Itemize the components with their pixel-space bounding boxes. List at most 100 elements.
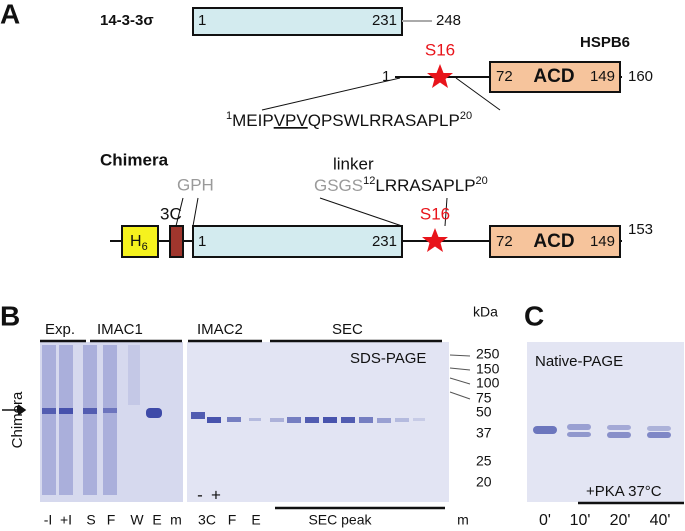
protease-label: 3C	[160, 204, 182, 223]
site-label: S16	[425, 40, 455, 59]
panel-label: B	[0, 300, 20, 331]
site-label: S16	[420, 204, 450, 223]
band	[103, 408, 117, 413]
lane-label: F	[228, 512, 237, 528]
marker-label: 50	[476, 404, 492, 420]
smear	[42, 345, 140, 495]
superscript: 20	[476, 175, 488, 187]
lane-label: F	[107, 512, 116, 528]
residue: 149	[590, 68, 615, 85]
lane-label: S	[86, 512, 95, 528]
marker-tick	[449, 391, 471, 400]
band	[305, 417, 319, 423]
marker-label: 75	[476, 390, 492, 406]
group-label: Exp.	[45, 321, 75, 338]
band	[270, 418, 284, 422]
gel-label: SDS-PAGE	[350, 350, 426, 367]
unit-label: kDa	[473, 304, 498, 320]
lane-label: SEC peak	[308, 512, 372, 528]
lane-smear	[59, 345, 73, 495]
lane-label: m	[457, 512, 469, 528]
protein-name: HSPB6	[580, 34, 630, 51]
marker-tick	[449, 354, 471, 357]
band	[395, 418, 409, 422]
band	[377, 418, 391, 423]
sequence-part: QPSWLRRASAPLP	[308, 111, 460, 130]
lane-label: 10'	[570, 512, 591, 529]
lane-label: 40'	[650, 512, 671, 529]
band	[359, 417, 373, 423]
protein-name: Chimera	[100, 150, 169, 169]
gel-label: Native-PAGE	[535, 353, 623, 370]
acd-box	[489, 225, 621, 258]
lane-smear	[103, 345, 117, 495]
sequence: 1MEIPVPVQPSWLRRASAPLP20	[226, 110, 472, 131]
marker-label: 100	[476, 375, 500, 391]
sequence-motif: VPV	[274, 111, 309, 130]
lane-smear	[128, 345, 140, 405]
band	[249, 418, 261, 421]
panel-label: C	[524, 300, 544, 331]
subscript: 6	[142, 241, 148, 253]
sequence-part: LRRASAPLP	[375, 176, 475, 195]
marker-label: 150	[476, 361, 500, 377]
residue: 1	[198, 233, 206, 250]
residue: 231	[372, 233, 397, 250]
superscript: 12	[363, 175, 375, 187]
group-label: SEC	[332, 321, 363, 338]
marker-label: 25	[476, 453, 492, 469]
band	[607, 425, 631, 430]
lane-label: W	[130, 512, 144, 528]
his-tag: H6	[130, 233, 148, 253]
lane-label: m	[170, 512, 182, 528]
bands	[42, 408, 671, 438]
band	[227, 417, 241, 422]
band	[607, 432, 631, 438]
residue: 72	[496, 233, 513, 250]
acd-box	[489, 61, 621, 93]
sequence-part: MEIP	[232, 111, 274, 130]
marker-tick	[449, 377, 471, 385]
lane-label: 0'	[539, 512, 551, 529]
lane-label: +I	[60, 512, 72, 528]
zoom-line	[455, 77, 501, 111]
residue: 1	[382, 68, 390, 85]
band-label: Chimera	[9, 391, 26, 448]
lane-label: 3C	[198, 512, 216, 528]
marker-label: 37	[476, 425, 492, 441]
lane-label: E	[251, 512, 260, 528]
connector	[444, 197, 448, 227]
lane-label: 20'	[610, 512, 631, 529]
phospho-star	[427, 64, 453, 88]
band	[533, 426, 557, 434]
lane-label: -I	[44, 512, 53, 528]
residue: 1	[198, 12, 206, 29]
band	[287, 417, 301, 423]
lane-mark: -	[197, 485, 203, 504]
gel	[40, 342, 183, 502]
band	[323, 417, 337, 423]
domain-box	[192, 225, 403, 258]
lane-smear	[83, 345, 97, 495]
treatment-label: +PKA 37°C	[586, 483, 662, 500]
marker-label: 20	[476, 474, 492, 490]
his-tag-box	[121, 225, 159, 258]
group-label: IMAC2	[197, 321, 243, 338]
residue: 160	[628, 68, 653, 85]
marker-ticks	[449, 354, 471, 400]
band	[341, 417, 355, 423]
residue: 248	[436, 12, 461, 29]
protein-name: 14-3-3σ	[100, 12, 154, 29]
gels	[2, 339, 684, 510]
lane-label: E	[152, 512, 161, 528]
phospho-star	[422, 228, 448, 252]
band	[42, 408, 56, 414]
group-bars	[40, 339, 684, 510]
scar-seq: GPH	[177, 175, 214, 194]
residue: 231	[372, 12, 397, 29]
zoom-line	[261, 77, 401, 111]
connector	[175, 197, 184, 227]
residue: 72	[496, 68, 513, 85]
band	[567, 424, 591, 430]
